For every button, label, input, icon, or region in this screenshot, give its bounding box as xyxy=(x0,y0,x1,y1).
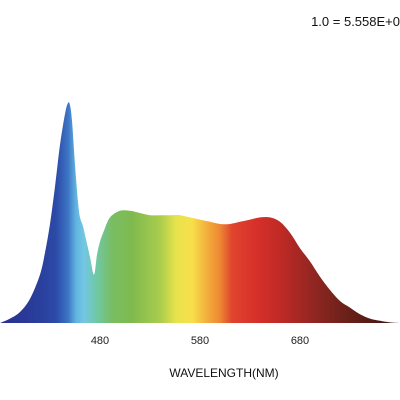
x-tick-label-680: 680 xyxy=(291,335,309,347)
x-axis-ticks: 480 580 680 xyxy=(91,335,309,347)
x-tick-label-580: 580 xyxy=(191,335,209,347)
spectrum-area xyxy=(0,102,400,323)
scale-note: 1.0 = 5.558E+0 xyxy=(311,14,400,29)
x-tick-label-480: 480 xyxy=(91,335,109,347)
x-axis-title: WAVELENGTH(NM) xyxy=(169,366,278,380)
